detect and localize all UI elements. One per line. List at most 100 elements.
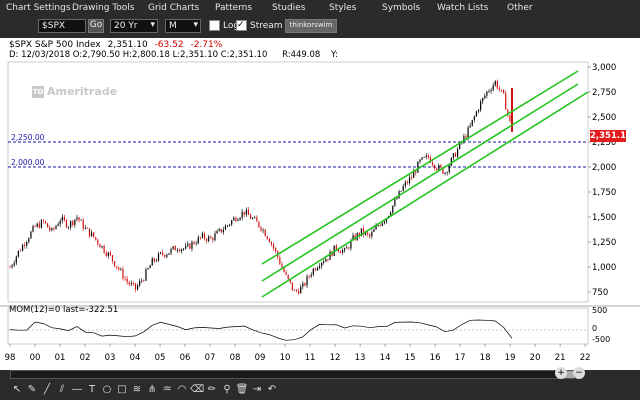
candle-body bbox=[9, 267, 11, 268]
extend-icon[interactable]: ⇥ bbox=[252, 384, 262, 395]
trendline-icon[interactable]: ╱ bbox=[43, 384, 51, 395]
zoom-out-icon[interactable]: − bbox=[573, 367, 585, 379]
x-tick-label: 06 bbox=[180, 353, 191, 363]
circle-tool-icon[interactable]: ○ bbox=[102, 384, 112, 395]
candle-body bbox=[500, 89, 503, 91]
pencil-icon[interactable]: ✎ bbox=[27, 384, 37, 395]
candle-body bbox=[143, 280, 145, 282]
symbol-input[interactable]: $SPX bbox=[38, 19, 86, 33]
mom-study-label: MOM(12)=0 last=-322.51 bbox=[9, 305, 119, 315]
undo-icon[interactable]: ↶ bbox=[267, 384, 277, 395]
x-tick-label: 05 bbox=[155, 353, 166, 363]
candle-body bbox=[249, 214, 252, 219]
log-label: Log bbox=[223, 21, 240, 31]
arc-icon[interactable]: ◠ bbox=[177, 384, 187, 395]
log-checkbox[interactable] bbox=[209, 20, 220, 31]
candle-body bbox=[457, 148, 459, 157]
candle-body bbox=[187, 243, 189, 246]
candle-body bbox=[369, 234, 371, 237]
candle-body bbox=[362, 228, 365, 235]
candle-body bbox=[160, 252, 162, 254]
candle-body bbox=[40, 220, 42, 228]
chart-scrollbar[interactable] bbox=[10, 370, 575, 379]
candle-body bbox=[383, 221, 386, 224]
go-button[interactable]: Go bbox=[88, 19, 104, 33]
candle-body bbox=[136, 285, 139, 290]
candle-body bbox=[103, 246, 105, 253]
candle-body bbox=[65, 220, 68, 228]
chart-header-title: $SPX S&P 500 Index 2,351.10 -63.52 -2.71… bbox=[9, 40, 222, 50]
menu-chart-settings[interactable]: Chart Settings bbox=[6, 3, 71, 13]
menu-symbols[interactable]: Symbols bbox=[382, 3, 421, 13]
candle-body bbox=[463, 136, 465, 142]
candle-body bbox=[241, 211, 243, 218]
candle-body bbox=[295, 290, 298, 292]
chart-canvas[interactable]: 3,000 2,750 2,500 2,250 2,000 1,750 1,500 1,250… bbox=[0, 38, 640, 370]
log-toggle[interactable]: Log bbox=[209, 19, 243, 33]
candle-body bbox=[400, 190, 402, 192]
last-price-tag: 2,351.10 bbox=[590, 130, 632, 142]
x-tick-label: 08 bbox=[230, 353, 241, 363]
trash-icon[interactable]: 🗑 bbox=[235, 384, 249, 395]
candle-body bbox=[162, 252, 164, 255]
chart-header-ohlc: D: 12/03/2018 O:2,790.50 H:2,800.18 L:2,… bbox=[9, 50, 338, 60]
candle-body bbox=[193, 241, 195, 244]
stream-toggle[interactable]: Stream bbox=[236, 18, 286, 33]
stream-checkbox[interactable] bbox=[236, 18, 247, 32]
interval-value: M bbox=[169, 21, 177, 31]
zoom-in-icon[interactable]: + bbox=[555, 367, 567, 379]
candle-body bbox=[42, 220, 45, 222]
candle-body bbox=[67, 227, 70, 229]
rectangle-tool-icon[interactable]: □ bbox=[117, 384, 127, 395]
candle-body bbox=[503, 89, 505, 94]
mom-tick-label: -500 bbox=[592, 335, 610, 344]
candle-body bbox=[344, 248, 346, 251]
fibonacci-icon[interactable]: ≋ bbox=[132, 384, 142, 395]
candle-body bbox=[151, 258, 153, 266]
brush-icon[interactable]: ✏ bbox=[207, 384, 217, 395]
menu-styles[interactable]: Styles bbox=[329, 3, 357, 13]
horizontal-line-icon[interactable]: ― bbox=[72, 384, 82, 395]
cursor-icon[interactable]: ↖ bbox=[12, 384, 22, 395]
candle-body bbox=[258, 221, 260, 228]
price-chart[interactable]: 3,000 2,750 2,500 2,250 2,000 1,750 1,500 1,250… bbox=[0, 38, 640, 370]
interval-select[interactable]: M ▾ bbox=[165, 19, 201, 33]
candle-body bbox=[507, 109, 509, 115]
lock-icon[interactable]: ⚲ bbox=[223, 384, 231, 395]
candle-body bbox=[254, 217, 256, 219]
multi-line-icon[interactable]: ⫽ bbox=[59, 384, 65, 395]
gann-fan-icon[interactable]: ⋔ bbox=[147, 384, 157, 395]
menu-studies[interactable]: Studies bbox=[272, 3, 306, 13]
candle-body bbox=[291, 282, 293, 290]
candle-body bbox=[450, 157, 452, 166]
x-tick-label: 22 bbox=[580, 353, 591, 363]
period-select[interactable]: 20 Yr ▾ bbox=[110, 19, 158, 33]
candle-body bbox=[279, 257, 281, 264]
candle-body bbox=[111, 255, 114, 262]
candle-body bbox=[61, 216, 63, 221]
candle-body bbox=[11, 265, 13, 268]
candle-body bbox=[423, 157, 425, 158]
menu-patterns[interactable]: Patterns bbox=[215, 3, 253, 13]
menu-drawing-tools[interactable]: Drawing Tools bbox=[72, 3, 135, 13]
text-tool-icon[interactable]: T bbox=[88, 384, 96, 395]
eraser-icon[interactable]: ⌫ bbox=[190, 384, 205, 395]
candle-body bbox=[329, 251, 331, 260]
menu-grid-charts[interactable]: Grid Charts bbox=[148, 3, 200, 13]
thinkorswim-button[interactable]: thinkorswim bbox=[285, 19, 337, 33]
y-tick-label: 1,500 bbox=[592, 213, 616, 223]
candle-body bbox=[459, 142, 461, 149]
x-tick-label: 01 bbox=[55, 353, 66, 363]
candle-body bbox=[471, 119, 473, 126]
candle-body bbox=[208, 236, 210, 242]
menu-other[interactable]: Other bbox=[507, 3, 533, 13]
menu-watch-lists[interactable]: Watch Lists bbox=[437, 3, 489, 13]
candle-body bbox=[141, 280, 143, 282]
candle-body bbox=[70, 221, 72, 228]
candle-body bbox=[392, 205, 394, 213]
candle-body bbox=[304, 283, 306, 286]
candle-body bbox=[74, 219, 76, 225]
cycle-icon[interactable]: ♒ bbox=[162, 384, 172, 395]
candle-body bbox=[275, 248, 277, 252]
candle-body bbox=[289, 278, 291, 283]
